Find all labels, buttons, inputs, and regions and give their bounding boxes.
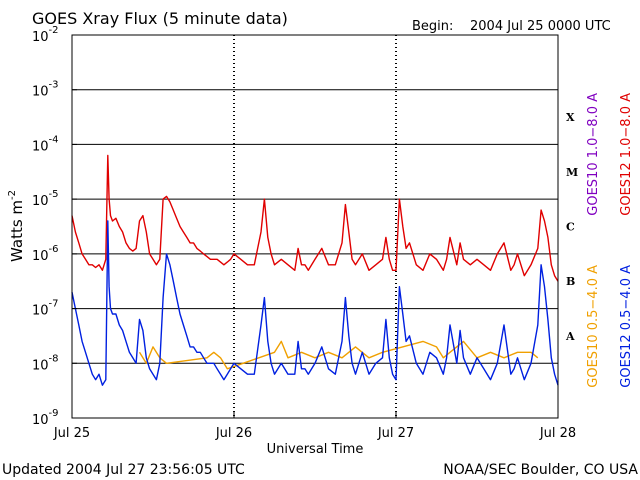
- y-axis-title-group: Watts m-2: [7, 190, 26, 262]
- y-tick-label: 10-9: [32, 408, 59, 428]
- plot-frame: [71, 34, 559, 419]
- series-layer: [71, 154, 559, 386]
- y-tick-exp: -9: [49, 408, 59, 419]
- y-tick-base: 10: [32, 304, 49, 319]
- x-tick-label: Jul 25: [53, 426, 90, 441]
- flare-class-label: X: [566, 111, 575, 124]
- series-line-goes12-0-5-4-0-a: [71, 220, 559, 386]
- y-tick-exp: -3: [49, 80, 59, 91]
- legend-label: GOES12 0.5−4.0 A: [619, 265, 634, 388]
- legend-entry: GOES12 1.0−8.0 A: [619, 93, 634, 216]
- y-tick-label: 10-6: [32, 244, 59, 264]
- y-tick-exp: -7: [49, 299, 59, 310]
- y-axis-title-sup: -2: [7, 190, 18, 200]
- legend-entry: GOES10 0.5−4.0 A: [586, 265, 601, 388]
- x-axis-title: Universal Time: [267, 442, 364, 457]
- y-tick-exp: -8: [49, 353, 59, 364]
- y-tick-exp: -5: [49, 189, 59, 200]
- x-tick-label: Jul 28: [539, 426, 576, 441]
- footer-updated: Updated 2004 Jul 27 23:56:05 UTC: [2, 462, 245, 478]
- y-tick-base: 10: [32, 413, 49, 428]
- legend: GOES10 1.0−8.0 A GOES12 1.0−8.0 A GOES10 0…: [586, 93, 634, 388]
- y-tick-label: 10-8: [32, 353, 59, 373]
- y-tick-exp: -4: [49, 134, 59, 145]
- y-tick-base: 10: [32, 249, 49, 264]
- y-tick-label: 10-7: [32, 299, 59, 319]
- series-line-goes12-1-0-8-0-a: [71, 154, 559, 282]
- y-tick-exp: -2: [49, 25, 59, 36]
- flare-class-label: C: [566, 221, 575, 234]
- chart-title: GOES Xray Flux (5 minute data): [32, 9, 288, 28]
- legend-label: GOES10 0.5−4.0 A: [586, 265, 601, 388]
- flare-class-label: M: [566, 166, 578, 179]
- y-tick-base: 10: [32, 358, 49, 373]
- y-axis-title-text: Watts m: [8, 200, 26, 262]
- x-tick-label: Jul 26: [215, 426, 252, 441]
- y-tick-base: 10: [32, 194, 49, 209]
- begin-label: Begin:: [412, 19, 453, 34]
- y-tick-label: 10-4: [32, 134, 59, 154]
- legend-entry: GOES10 1.0−8.0 A: [586, 93, 601, 216]
- series-line-goes10-0-5-4-0-a: [138, 340, 539, 370]
- x-axis: Jul 25 Jul 26 Jul 27 Jul 28: [53, 412, 576, 441]
- y-tick-label: 10-3: [32, 80, 59, 100]
- y-axis: 10-210-310-410-510-610-710-810-9: [32, 25, 77, 428]
- begin-value: 2004 Jul 25 0000 UTC: [470, 19, 611, 34]
- y-tick-base: 10: [32, 85, 49, 100]
- y-tick-base: 10: [32, 30, 49, 45]
- legend-entry: GOES12 0.5−4.0 A: [619, 265, 634, 388]
- y-tick-label: 10-5: [32, 189, 59, 209]
- flare-class-label: B: [566, 275, 575, 288]
- flare-class-labels: X M C B A: [565, 111, 578, 343]
- footer-credit: NOAA/SEC Boulder, CO USA: [443, 462, 638, 478]
- y-tick-label: 10-2: [32, 25, 59, 45]
- flare-class-label: A: [565, 330, 575, 343]
- y-tick-base: 10: [32, 139, 49, 154]
- legend-label: GOES10 1.0−8.0 A: [586, 93, 601, 216]
- y-axis-title: Watts m-2: [7, 190, 26, 262]
- legend-label: GOES12 1.0−8.0 A: [619, 93, 634, 216]
- y-tick-exp: -6: [49, 244, 59, 255]
- x-tick-label: Jul 27: [377, 426, 414, 441]
